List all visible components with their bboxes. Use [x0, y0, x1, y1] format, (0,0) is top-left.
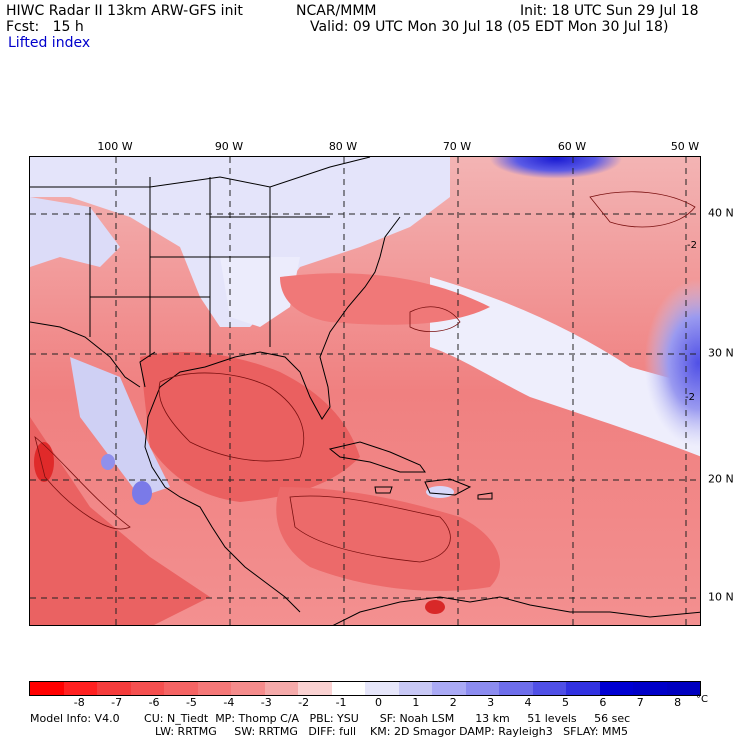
- colorbar-cell: [465, 682, 499, 695]
- colorbar-tick-label: -4: [223, 696, 235, 709]
- colorbar-tick-label: 8: [674, 696, 682, 709]
- unstable-region-pacific: [30, 417, 210, 625]
- lat-label-40n: 40 N: [708, 206, 734, 220]
- stable-spot-mexico: [132, 481, 152, 505]
- us-mexico-border: [30, 321, 141, 388]
- colorbar-cell: [365, 682, 399, 695]
- colorbar-cell: [298, 682, 332, 695]
- colorbar-tick-label: -5: [185, 696, 197, 709]
- colorbar-tick-label: 2: [449, 696, 457, 709]
- map-title: HIWC Radar II 13km ARW-GFS init: [6, 3, 243, 19]
- contour-line: [158, 372, 304, 462]
- colorbar-cell: [164, 682, 198, 695]
- colorbar-tick-label: 1: [412, 696, 420, 709]
- colorbar-cell: [566, 682, 600, 695]
- colorbar-tick-label: 3: [487, 696, 495, 709]
- colorbar-unit: °C: [696, 694, 708, 705]
- puerto-rico-coastline: [477, 492, 493, 500]
- colorbar-cell: [130, 682, 164, 695]
- contour-line: [289, 495, 451, 563]
- contour-line: [589, 191, 696, 228]
- canada-border: [30, 157, 371, 188]
- lat-label-20n: 20 N: [708, 472, 734, 486]
- colorbar-cell: [398, 682, 432, 695]
- us-east-coast: [144, 216, 401, 613]
- field-name: Lifted index: [8, 35, 91, 51]
- hispaniola-coastline: [424, 478, 472, 496]
- lon-label-60w: 60 W: [557, 140, 587, 153]
- unstable-spot-caribbean: [425, 600, 445, 614]
- colorbar-cell: [197, 682, 231, 695]
- center-label: NCAR/MMM: [296, 3, 377, 19]
- stable-region-northeast: [370, 157, 670, 247]
- colorbar-cell: [633, 682, 667, 695]
- stable-region-appalachia: [220, 257, 300, 327]
- colorbar-cell: [499, 682, 533, 695]
- colorbar-cell: [666, 682, 700, 695]
- state-borders: [89, 177, 330, 357]
- lat-label-10n: 10 N: [708, 590, 734, 604]
- colorbar-legend: [29, 681, 701, 696]
- colorbar-tick-label: 6: [599, 696, 607, 709]
- contour-label: -2: [685, 392, 695, 403]
- lifted-index-map: -2 -2: [29, 156, 701, 626]
- lon-label-50w: 50 W: [670, 140, 700, 153]
- colorbar-cell: [599, 682, 633, 695]
- stable-region-east: [510, 237, 700, 537]
- model-info-line-2: LW: RRTMG SW: RRTMG DIFF: full KM: 2D Sm…: [155, 725, 628, 738]
- colorbar-cell: [97, 682, 131, 695]
- stable-spot-sierra: [101, 454, 115, 470]
- unstable-region-gulf: [140, 352, 360, 502]
- valid-time: Valid: 09 UTC Mon 30 Jul 18 (05 EDT Mon …: [310, 19, 669, 35]
- jamaica-coastline: [374, 486, 393, 494]
- stable-region-north: [30, 157, 450, 327]
- unstable-spot-pacific: [34, 442, 54, 482]
- colorbar-tick-label: -8: [73, 696, 85, 709]
- cuba-coastline: [328, 441, 426, 473]
- init-time: Init: 18 UTC Sun 29 Jul 18: [520, 3, 699, 19]
- lon-label-80w: 80 W: [328, 140, 358, 153]
- stable-region-mexico: [70, 357, 170, 497]
- colorbar-tick-label: 5: [561, 696, 569, 709]
- colorbar-tick-label: -6: [148, 696, 160, 709]
- lat-label-30n: 30 N: [708, 346, 734, 360]
- colorbar-cell: [532, 682, 566, 695]
- contour-line: [34, 435, 131, 530]
- contour-label: -2: [687, 240, 697, 251]
- colorbar-cell: [30, 682, 64, 695]
- unstable-region-caribbean: [276, 487, 500, 591]
- colorbar-tick-label: 0: [374, 696, 382, 709]
- model-info-line-1: Model Info: V4.0 CU: N_Tiedt MP: Thomp C…: [30, 712, 631, 725]
- colorbar-cell: [264, 682, 298, 695]
- unstable-region-atlantic: [280, 273, 490, 325]
- colorbar-tick-label: 7: [636, 696, 644, 709]
- colorbar-tick-label: -3: [260, 696, 272, 709]
- stable-spot-hispaniola: [426, 486, 454, 498]
- colorbar-tick-label: -2: [298, 696, 310, 709]
- lon-label-100w: 100 W: [97, 140, 133, 153]
- colorbar-cell: [63, 682, 97, 695]
- colorbar-cell: [331, 682, 365, 695]
- lon-label-70w: 70 W: [442, 140, 472, 153]
- contour-line: [409, 306, 461, 332]
- lon-label-90w: 90 W: [214, 140, 244, 153]
- colorbar-tick-label: -1: [335, 696, 347, 709]
- colorbar-tick-label: 4: [524, 696, 532, 709]
- colorbar-tick-label: -7: [111, 696, 123, 709]
- colorbar-cell: [231, 682, 265, 695]
- south-america-coast: [332, 596, 700, 625]
- forecast-hour: Fcst: 15 h: [6, 19, 84, 35]
- colorbar-cell: [432, 682, 466, 695]
